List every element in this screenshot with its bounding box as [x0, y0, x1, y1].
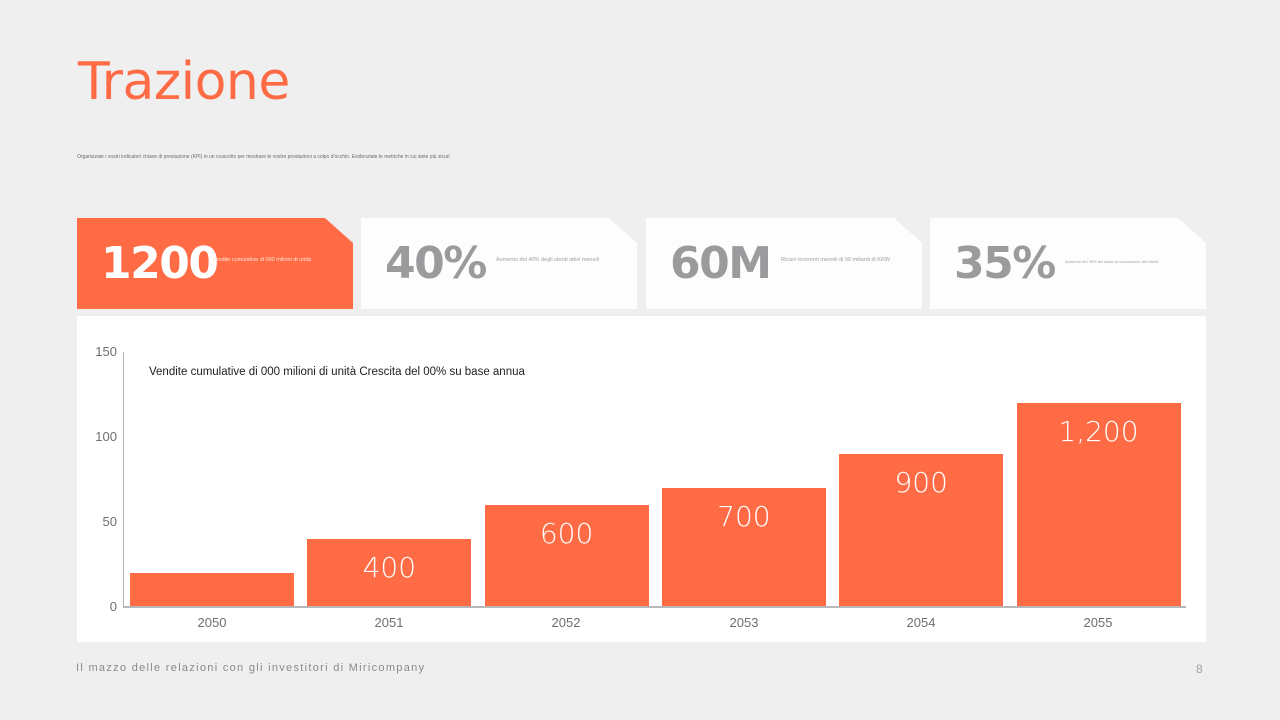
bar-value-label: 900: [894, 466, 948, 499]
kpi-description: Aumento del 40% degli utenti attivi mens…: [496, 257, 600, 263]
bar-2052: 600: [484, 505, 649, 607]
bar-value-label: 700: [717, 500, 771, 533]
x-tick-label: 2052: [551, 615, 581, 630]
bar-chart: 150 100 50 0 Vendite cumulative di 000 m…: [77, 316, 1206, 642]
kpi-card-conversion: 35% Aumento del 35% del tasso di convers…: [930, 218, 1206, 309]
x-tick-label: 2055: [1083, 615, 1113, 630]
kpi-description: Ricavi ricorrenti mensili di 00 miliardi…: [781, 257, 891, 263]
kpi-value: 60M: [670, 238, 771, 289]
bar-2051: 400: [307, 539, 472, 607]
chart-title: Vendite cumulative di 000 milioni di uni…: [149, 366, 525, 378]
x-axis: [123, 606, 1186, 608]
bar-2054: 900: [839, 454, 1004, 607]
bar-value-label: 600: [539, 517, 594, 550]
x-tick-label: 2051: [374, 615, 404, 630]
kpi-card-mrr: 60M Ricavi ricorrenti mensili di 00 mili…: [646, 218, 922, 309]
y-tick-label: 0: [109, 599, 117, 614]
x-tick-label: 2053: [729, 615, 759, 630]
y-tick-label: 150: [95, 344, 117, 359]
kpi-value: 35%: [954, 238, 1055, 289]
bar-2055: 1,200: [1016, 403, 1181, 607]
bar-2053: 700: [661, 488, 826, 607]
kpi-value: 40%: [385, 238, 486, 289]
x-tick-label: 2050: [197, 615, 227, 630]
y-tick-label: 100: [95, 429, 117, 444]
kpi-description: Vendite cumulative di 000 milioni di uni…: [212, 257, 312, 263]
bar-2050: [130, 573, 294, 607]
bar-value-label: 1,200: [1058, 415, 1139, 448]
footer-text: Il mazzo delle relazioni con gli investi…: [76, 662, 426, 674]
slide-title: Trazione: [78, 52, 290, 112]
kpi-card-sales: 1200 Vendite cumulative di 000 milioni d…: [77, 218, 353, 309]
kpi-card-mau: 40% Aumento del 40% degli utenti attivi …: [361, 218, 637, 309]
x-tick-label: 2054: [906, 615, 936, 630]
y-tick-label: 50: [102, 514, 117, 529]
page-number: 8: [1196, 662, 1203, 676]
kpi-value: 1200: [101, 238, 218, 289]
slide-subtitle: Organizzate i vostri indicatori chiave d…: [77, 154, 450, 160]
bar-value-label: 400: [362, 551, 417, 584]
kpi-description: Aumento del 35% del tasso di conversione…: [1065, 259, 1159, 264]
y-axis: [123, 352, 124, 607]
